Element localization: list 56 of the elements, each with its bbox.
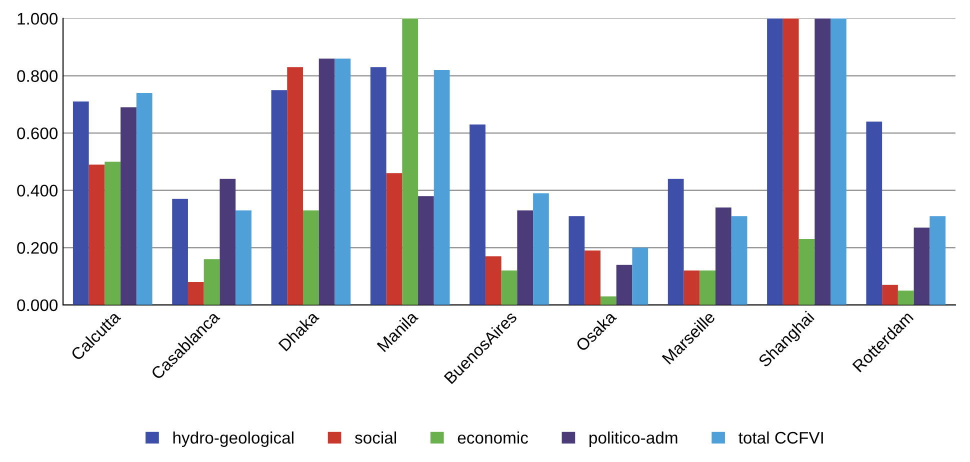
bar xyxy=(632,248,648,305)
bar xyxy=(485,256,502,305)
bar xyxy=(517,210,534,305)
bar xyxy=(584,250,600,305)
bar xyxy=(830,18,846,305)
bar xyxy=(120,107,136,305)
bar xyxy=(616,264,632,305)
y-tick-label: 0.600 xyxy=(17,127,58,140)
bar xyxy=(767,18,783,305)
bar xyxy=(136,92,152,305)
y-tick-label: 0.400 xyxy=(17,184,58,197)
legend-label: hydro-geological xyxy=(173,431,294,447)
y-tick-label: 0.200 xyxy=(17,242,58,254)
bar xyxy=(600,296,616,305)
bar xyxy=(236,210,252,305)
bar xyxy=(798,239,815,305)
bar xyxy=(334,58,351,305)
bar xyxy=(814,18,831,305)
bar xyxy=(684,270,700,305)
bar xyxy=(866,122,882,305)
bar xyxy=(898,290,914,305)
bar xyxy=(715,208,732,305)
bar xyxy=(172,198,188,305)
bar xyxy=(533,193,549,305)
bar xyxy=(731,216,748,305)
bar xyxy=(501,270,518,305)
bar xyxy=(204,259,220,305)
bar xyxy=(72,102,89,305)
bar xyxy=(668,178,684,305)
y-tick-label: 0.800 xyxy=(17,70,58,82)
y-tick-label: 1.000 xyxy=(18,12,58,25)
legend-label: total CCFVI xyxy=(738,431,823,444)
bar xyxy=(271,90,288,305)
bar xyxy=(402,18,418,305)
bar xyxy=(386,173,402,305)
bar xyxy=(220,178,236,305)
bar xyxy=(700,270,716,305)
bar xyxy=(470,124,486,305)
bar xyxy=(882,284,898,305)
bar xyxy=(370,67,386,305)
bar xyxy=(930,216,946,305)
bar xyxy=(914,228,930,305)
bar xyxy=(568,216,585,305)
bar xyxy=(418,196,434,305)
bar xyxy=(434,70,450,305)
bar xyxy=(318,58,335,305)
bar xyxy=(303,210,319,305)
legend-label: social xyxy=(354,431,396,444)
bar xyxy=(782,18,799,305)
y-tick-label: 0.000 xyxy=(17,299,58,312)
legend-label: politico-adm xyxy=(590,431,678,447)
bar xyxy=(88,164,105,305)
legend-label: economic xyxy=(458,431,528,444)
bar xyxy=(104,162,121,305)
bar xyxy=(287,67,304,305)
bar xyxy=(188,282,204,305)
